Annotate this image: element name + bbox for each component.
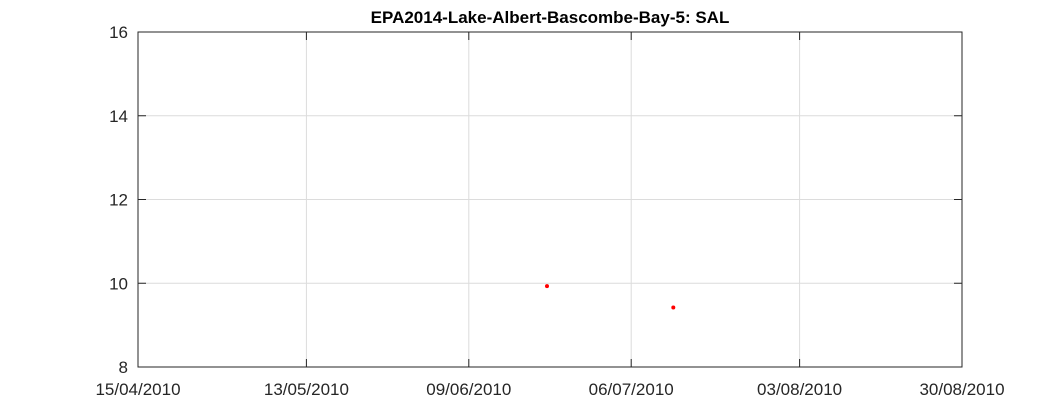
- y-tick-label: 10: [109, 274, 128, 293]
- y-tick-label: 14: [109, 107, 128, 126]
- x-tick-label: 09/06/2010: [426, 380, 511, 399]
- x-tick-label: 30/08/2010: [919, 380, 1004, 399]
- x-tick-label: 06/07/2010: [589, 380, 674, 399]
- data-points: [544, 284, 676, 310]
- tick-labels: 15/04/2010 13/05/2010 09/06/2010 06/07/2010…: [95, 23, 1004, 399]
- x-tick-label: 13/05/2010: [264, 380, 349, 399]
- y-tick-label: 8: [119, 358, 128, 377]
- x-tick-label: 15/04/2010: [95, 380, 180, 399]
- x-tick-label: 03/08/2010: [757, 380, 842, 399]
- y-tick-label: 12: [109, 191, 128, 210]
- data-point: [544, 284, 549, 289]
- chart-title: EPA2014-Lake-Albert-Bascombe-Bay-5: SAL: [371, 8, 730, 27]
- data-point: [671, 305, 676, 310]
- y-tick-label: 16: [109, 23, 128, 42]
- axis-ticks: [137, 31, 963, 368]
